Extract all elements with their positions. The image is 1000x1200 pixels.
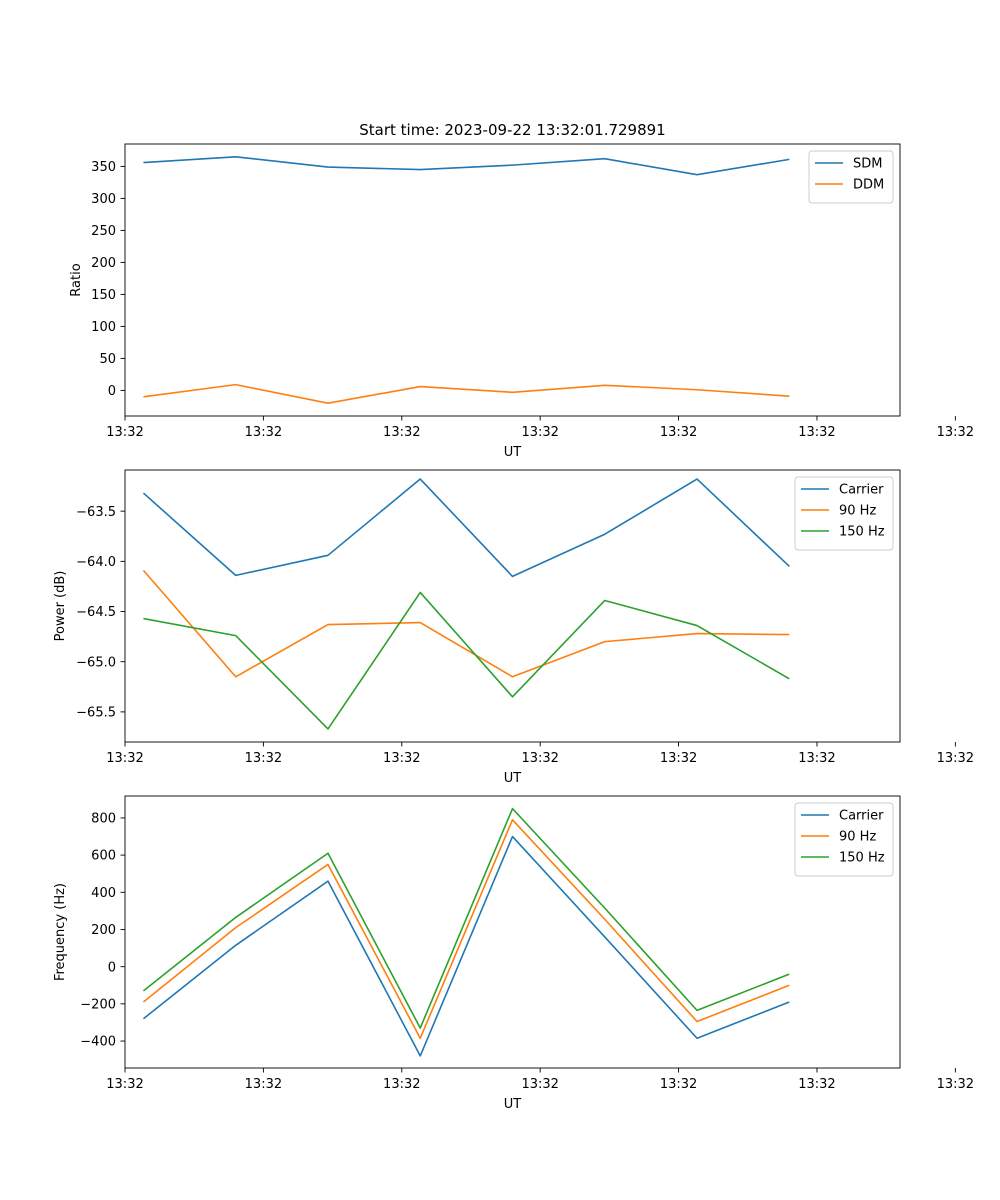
chart-panel-2: 13:32 13:32 13:32 13:32 13:32 13:32 13:32 −65.5… [53, 469, 974, 786]
chart-title: Start time: 2023-09-22 13:32:01.729891 [359, 121, 665, 139]
series-line-carrier [142, 478, 790, 578]
y-tick-label: 600 [91, 849, 116, 864]
legend: Carrier 90 Hz 150 Hz [794, 476, 894, 551]
y-tick-label: −65.0 [76, 655, 116, 670]
axes-frame [124, 469, 901, 743]
x-tick-label: 13:32 [937, 751, 974, 766]
y-axis-label: Ratio [69, 263, 84, 296]
x-tick-label: 13:32 [106, 751, 143, 766]
x-tick-label: 13:32 [521, 751, 558, 766]
x-tick-label: 13:32 [798, 425, 835, 440]
x-tick-label: 13:32 [660, 751, 697, 766]
y-tick-label: 400 [91, 886, 116, 901]
y-tick-label: 350 [91, 160, 116, 175]
x-tick-label: 13:32 [245, 425, 282, 440]
x-axis-label: UT [504, 445, 522, 460]
legend-label: 150 Hz [839, 525, 885, 540]
x-tick-label: 13:32 [937, 1077, 974, 1092]
y-tick-label: −63.5 [76, 505, 116, 520]
x-axis-label: UT [504, 771, 522, 786]
series-line-90-hz [142, 569, 790, 678]
legend-label: 150 Hz [839, 851, 885, 866]
legend-label: DDM [853, 178, 884, 193]
series-line-150-hz [143, 591, 790, 730]
y-tick-label: −65.5 [76, 705, 116, 720]
legend-label: Carrier [839, 483, 884, 498]
x-tick-label: 13:32 [383, 425, 420, 440]
legend-label: 90 Hz [839, 830, 876, 845]
legend: Carrier 90 Hz 150 Hz [794, 802, 894, 877]
axes-frame [124, 795, 901, 1069]
x-tick-label: 13:32 [521, 1077, 558, 1092]
y-tick-label: 0 [108, 384, 116, 399]
x-tick-label: 13:32 [798, 1077, 835, 1092]
y-tick-label: 50 [99, 352, 116, 367]
x-tick-label: 13:32 [383, 751, 420, 766]
series-line-150-hz [142, 807, 790, 1029]
x-tick-label: 13:32 [245, 1077, 282, 1092]
y-tick-label: 300 [91, 192, 116, 207]
y-tick-label: 0 [108, 960, 116, 975]
x-tick-label: 13:32 [521, 425, 558, 440]
legend: SDM DDM [808, 150, 894, 204]
y-tick-label: 100 [91, 320, 116, 335]
series-line-carrier [142, 835, 790, 1057]
x-tick-label: 13:32 [106, 1077, 143, 1092]
x-axis-label: UT [504, 1097, 522, 1112]
legend-label: 90 Hz [839, 504, 876, 519]
y-tick-label: 200 [91, 923, 116, 938]
series-line-ddm [143, 383, 790, 405]
chart-panel-3: 13:32 13:32 13:32 13:32 13:32 13:32 13:32 −400 −… [53, 795, 974, 1112]
y-tick-label: 800 [91, 812, 116, 827]
series-line-90-hz [142, 818, 790, 1040]
legend-label: SDM [853, 157, 882, 172]
x-tick-label: 13:32 [245, 751, 282, 766]
y-tick-label: −200 [80, 997, 116, 1012]
x-tick-label: 13:32 [383, 1077, 420, 1092]
legend-label: Carrier [839, 809, 884, 824]
x-tick-label: 13:32 [660, 425, 697, 440]
legend-box [808, 150, 894, 204]
y-tick-label: 200 [91, 256, 116, 271]
x-tick-label: 13:32 [798, 751, 835, 766]
y-tick-label: −64.0 [76, 555, 116, 570]
x-tick-label: 13:32 [937, 425, 974, 440]
x-tick-label: 13:32 [106, 425, 143, 440]
axes-frame [124, 143, 901, 417]
y-tick-label: −400 [80, 1035, 116, 1050]
series-line-sdm [143, 156, 790, 176]
chart-panel-1: Start time: 2023-09-22 13:32:01.729891 13… [69, 121, 974, 460]
y-tick-label: −64.5 [76, 605, 116, 620]
y-axis-label: Frequency (Hz) [53, 883, 68, 981]
x-tick-label: 13:32 [660, 1077, 697, 1092]
y-tick-label: 250 [91, 224, 116, 239]
y-axis-label: Power (dB) [53, 571, 68, 642]
y-tick-label: 150 [91, 288, 116, 303]
